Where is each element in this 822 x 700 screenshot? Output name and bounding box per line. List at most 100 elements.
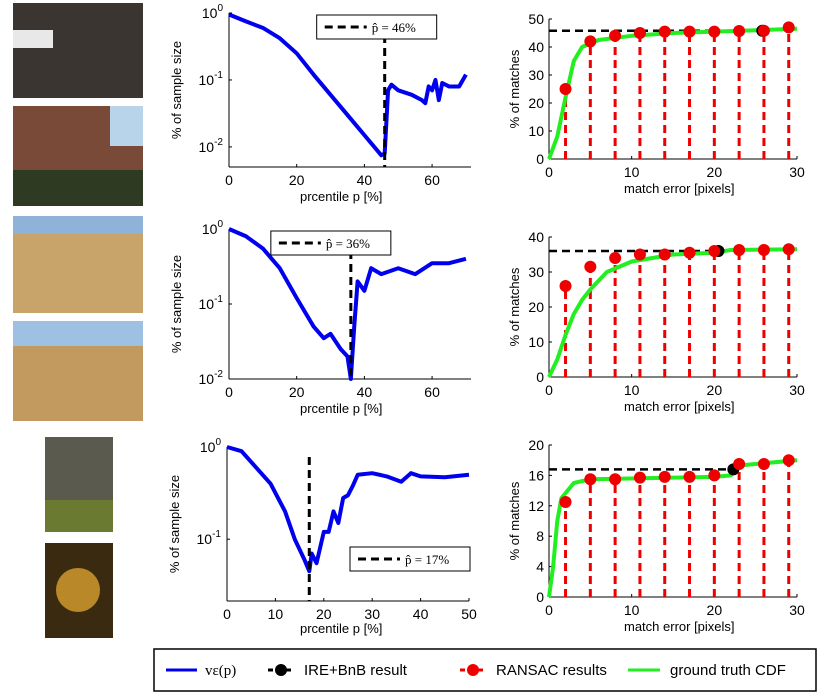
x-tick-label: 0 <box>545 382 553 398</box>
photo-street-2-ground <box>13 170 143 206</box>
ransac-marker <box>782 454 795 467</box>
ransac-marker <box>757 243 770 256</box>
y-tick-exponent: 0 <box>217 3 223 14</box>
chart-panel-3: 0 20 40 60 100 10-1 10-2 prcentile p [%] % of sa… <box>169 219 471 416</box>
ransac-marker <box>584 260 597 273</box>
v-epsilon-series-line <box>226 445 470 574</box>
y-axis-label: % of matches <box>507 481 522 560</box>
photo-street-1-sign <box>13 30 53 48</box>
y-tick-label: 20 <box>528 299 544 315</box>
x-tick-label: 20 <box>316 606 332 622</box>
x-tick-label: 20 <box>289 172 305 188</box>
ransac-marker <box>782 243 795 256</box>
y-tick-label: 20 <box>528 95 544 111</box>
x-tick-label: 40 <box>413 606 429 622</box>
x-axis-label: prcentile p [%] <box>300 621 382 636</box>
x-tick-label: 10 <box>624 382 640 398</box>
y-tick-label: 0 <box>536 589 544 605</box>
y-tick-exponent: 0 <box>217 219 223 230</box>
y-tick-label: 100 <box>202 3 224 21</box>
y-axis-label: % of matches <box>507 267 522 346</box>
y-tick-exponent: -1 <box>214 294 223 305</box>
ransac-marker <box>683 470 696 483</box>
ransac-marker <box>708 245 721 257</box>
y-tick-exponent: -1 <box>214 70 223 81</box>
y-tick-exponent: -2 <box>214 369 223 380</box>
y-tick-label: 10-1 <box>199 294 224 312</box>
x-tick-label: 10 <box>624 164 640 180</box>
x-tick-label: 20 <box>707 164 723 180</box>
y-tick-label: 10 <box>528 123 544 139</box>
y-tick-label: 0 <box>536 369 544 385</box>
ransac-marker <box>559 496 572 508</box>
v-epsilon-series-line <box>228 227 467 381</box>
y-tick-label: 20 <box>528 437 544 453</box>
y-axis-label: % of sample size <box>169 41 184 139</box>
x-tick-label: 20 <box>289 384 305 400</box>
chart-panel-5: 0 10 20 30 40 50 100 10-1 prcentile p [%] % of sa… <box>167 437 477 636</box>
x-tick-label: 30 <box>789 602 805 618</box>
legend: vε(p) IRE+BnB result RANSAC results grou… <box>153 648 817 692</box>
y-tick-label: 10-1 <box>197 529 222 547</box>
y-tick-label: 30 <box>528 67 544 83</box>
ransac-marker <box>633 27 646 39</box>
ransac-marker <box>609 473 622 486</box>
y-axis-label: % of sample size <box>167 475 182 573</box>
x-axis-label: prcentile p [%] <box>300 189 382 204</box>
ransac-marker <box>683 246 696 259</box>
x-tick-label: 10 <box>268 606 284 622</box>
y-tick-label: 10 <box>528 334 544 350</box>
ransac-marker <box>708 25 721 38</box>
ransac-marker <box>658 25 671 38</box>
y-tick-label: 100 <box>200 437 222 455</box>
y-tick-label: 30 <box>528 264 544 280</box>
p-hat-legend-box <box>349 546 471 572</box>
chart-panel-2: 0 10 20 30 0 10 20 30 40 50 match error [pixels] % … <box>507 11 805 196</box>
photo-town-1-trees <box>45 500 113 532</box>
ransac-marker <box>609 252 622 264</box>
x-tick-label: 60 <box>424 384 440 400</box>
y-tick-label: 4 <box>536 559 544 575</box>
ransac-marker <box>708 469 721 482</box>
y-tick-label: 8 <box>536 528 544 544</box>
photo-column <box>13 3 143 638</box>
legend-gt-label: ground truth CDF <box>670 662 786 679</box>
x-tick-label: 0 <box>223 606 231 622</box>
ransac-marker <box>658 248 671 261</box>
p-hat-legend-box <box>316 14 438 40</box>
photo-street-1 <box>13 3 143 98</box>
x-tick-label: 20 <box>707 382 723 398</box>
x-tick-label: 20 <box>707 602 723 618</box>
x-tick-label: 0 <box>225 384 233 400</box>
ransac-marker <box>633 248 646 261</box>
x-tick-label: 30 <box>789 164 805 180</box>
p-hat-legend-label: p̂ = 36% <box>326 236 370 251</box>
x-tick-label: 30 <box>789 382 805 398</box>
chart-panel-4: 0 10 20 30 0 10 20 30 40 match error [pixels] % of… <box>507 229 805 414</box>
ground-truth-cdf-line <box>547 26 798 160</box>
x-tick-label: 40 <box>357 384 373 400</box>
y-tick-exponent: 0 <box>215 437 221 448</box>
photo-building-1-sky <box>13 216 143 234</box>
ransac-marker <box>633 471 646 484</box>
ransac-marker <box>683 25 696 38</box>
chart-panel-1: 0 20 40 60 100 10-1 10-2 prcentile p [%] % of sa… <box>169 3 471 204</box>
ransac-marker <box>584 35 597 48</box>
legend-ire-label: IRE+BnB result <box>304 662 408 679</box>
x-tick-label: 60 <box>424 172 440 188</box>
x-tick-label: 30 <box>364 606 380 622</box>
ransac-marker <box>757 458 770 470</box>
y-tick-label: 10-2 <box>199 369 224 387</box>
photo-street-2-sky <box>110 106 143 146</box>
y-tick-label: 40 <box>528 39 544 55</box>
y-axis-label: % of sample size <box>169 255 184 353</box>
x-tick-label: 10 <box>624 602 640 618</box>
x-axis-label: match error [pixels] <box>624 181 735 196</box>
ransac-marker <box>609 29 622 42</box>
ransac-marker <box>733 25 746 38</box>
ransac-marker <box>733 458 746 470</box>
y-tick-label: 100 <box>202 219 224 237</box>
ransac-marker <box>782 21 795 34</box>
